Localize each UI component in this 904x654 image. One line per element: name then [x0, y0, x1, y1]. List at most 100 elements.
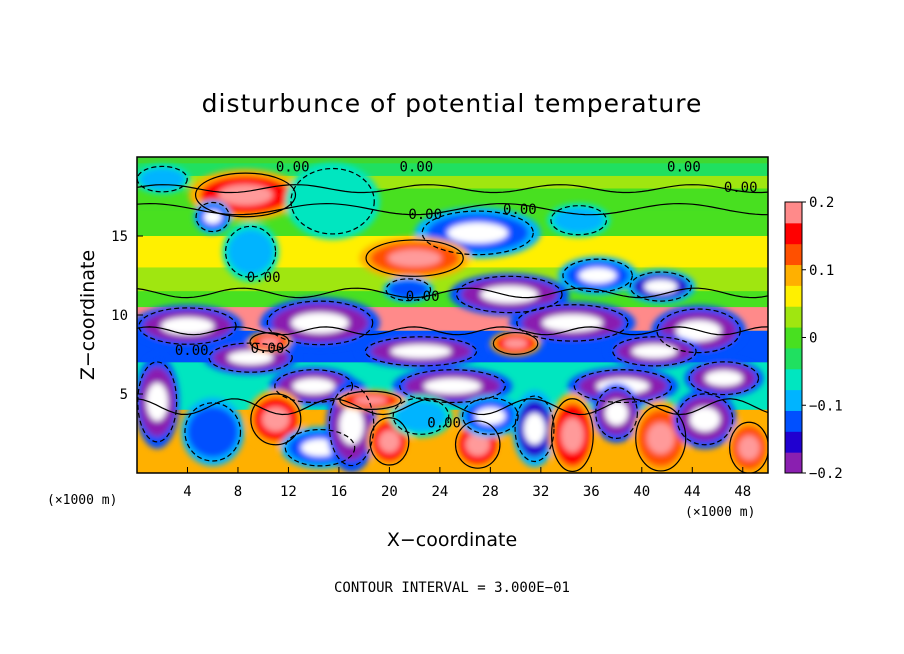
- contour-34: [595, 386, 638, 439]
- contour-32: [514, 395, 555, 463]
- contour-4: [195, 201, 230, 233]
- colorbar-swatch: [785, 202, 802, 224]
- contour-label: 0.00: [408, 207, 442, 223]
- contour-interval-note: CONTOUR INTERVAL = 3.000E−01: [334, 580, 570, 596]
- colorbar-tick-label: 0: [809, 331, 817, 347]
- x-tick-label: 28: [482, 484, 499, 500]
- field-blob-24: [187, 406, 238, 458]
- contour-3: [224, 225, 277, 278]
- field-blob-core-8: [480, 285, 539, 304]
- field-blob-0: [139, 168, 185, 191]
- colorbar-swatch: [785, 389, 802, 411]
- zero-contour-1: [137, 202, 768, 216]
- x-tick-label: 40: [633, 484, 650, 500]
- contour-22: [688, 361, 760, 396]
- contour-38: [492, 331, 539, 355]
- contour-label: 0.00: [724, 180, 758, 196]
- x-ticks: 4 8 12 16 20 24 28 32 36 40 44 48: [183, 467, 751, 500]
- y-axis-title: Z−coordinate: [77, 250, 99, 380]
- field-blob-core-28: [378, 430, 401, 453]
- contour-7: [365, 239, 464, 277]
- contour-6: [550, 205, 608, 236]
- field-blob-core-32: [523, 413, 546, 445]
- colorbar-swatch: [785, 431, 802, 453]
- contour-30: [454, 420, 501, 469]
- contour-16: [364, 336, 478, 367]
- field-blob-core-36: [689, 407, 721, 432]
- field-blob-core-10: [578, 267, 617, 284]
- contour-label: 0.00: [399, 159, 433, 175]
- contour-21: [573, 369, 673, 404]
- contour-24: [184, 402, 242, 462]
- contour-14: [516, 304, 629, 342]
- colorbar-swatch: [785, 327, 802, 349]
- contour-15: [656, 308, 741, 354]
- colorbar: 0.2 0.1 0 −0.1 −0.2: [784, 195, 843, 482]
- colorbar-tick-label: 0.2: [809, 195, 834, 211]
- field-blob-6: [553, 207, 604, 233]
- colorbar-swatch: [785, 243, 802, 266]
- field-blob-core-35: [647, 422, 675, 454]
- contour-12: [138, 307, 237, 345]
- y-tick-label: 5: [120, 387, 128, 403]
- field-blob-core-31: [475, 407, 506, 425]
- contour-label: 0.00: [667, 159, 701, 175]
- colorbar-tick-label: 0.1: [809, 263, 834, 279]
- contour-29: [392, 397, 450, 435]
- y-ticks: 5 10 15: [111, 229, 143, 403]
- contour-35: [635, 404, 687, 472]
- x-axis-title: X−coordinate: [387, 529, 517, 551]
- colorbar-ticks: 0.2 0.1 0 −0.1 −0.2: [802, 195, 843, 482]
- colorbar-swatch: [785, 452, 802, 474]
- contour-40: [339, 390, 402, 411]
- colorbar-swatch: [785, 264, 802, 286]
- contour-label: 0.00: [503, 202, 537, 218]
- field-blob-2: [294, 172, 371, 230]
- field-blob-core-17: [227, 350, 274, 365]
- field-blob-core-12: [160, 317, 214, 335]
- x-unit-right: (×1000 m): [685, 505, 755, 520]
- contour-1: [194, 172, 297, 218]
- contour-label: 0.00: [175, 343, 209, 359]
- contour-label: 0.00: [427, 415, 461, 431]
- x-tick-label: 24: [431, 484, 448, 500]
- contour-23: [137, 361, 178, 443]
- y-tick-label: 15: [111, 229, 128, 245]
- contour-36: [676, 393, 734, 446]
- colorbar-tick-label: −0.1: [809, 398, 843, 414]
- contour-26: [284, 428, 356, 467]
- field-blobs: [137, 162, 768, 473]
- field-blob-core-20: [423, 378, 482, 394]
- contour-19: [274, 369, 354, 404]
- y-tick-label: 10: [111, 308, 128, 324]
- x-tick-label: 44: [684, 484, 701, 500]
- colorbar-swatches: [785, 202, 802, 474]
- chart-title: disturbunce of potential temperature: [202, 89, 703, 118]
- x-tick-label: 36: [583, 484, 600, 500]
- field-blob-core-22: [704, 370, 743, 387]
- contour-2: [290, 167, 375, 235]
- colorbar-swatch: [785, 347, 802, 370]
- field-blob-core-19: [292, 378, 335, 394]
- field-blob-core-5: [447, 222, 509, 244]
- colorbar-swatch: [785, 285, 802, 307]
- field-layer-0: [137, 163, 768, 176]
- contour-10: [562, 258, 633, 293]
- contour-37: [729, 421, 768, 473]
- contour-31: [461, 397, 519, 435]
- plot-area: [137, 157, 768, 473]
- x-tick-label: 32: [532, 484, 549, 500]
- colorbar-swatch: [785, 306, 802, 328]
- contour-9: [385, 278, 432, 302]
- contour-33: [550, 398, 594, 473]
- contour-label: 0.00: [251, 341, 285, 357]
- colorbar-swatch: [785, 368, 802, 391]
- contour-28: [369, 417, 410, 466]
- contour-5: [421, 210, 534, 256]
- colorbar-swatch: [785, 410, 802, 432]
- x-tick-label: 16: [330, 484, 347, 500]
- x-tick-label: 48: [734, 484, 751, 500]
- contour-lines: [137, 165, 768, 473]
- field-blob-core-1: [218, 184, 273, 206]
